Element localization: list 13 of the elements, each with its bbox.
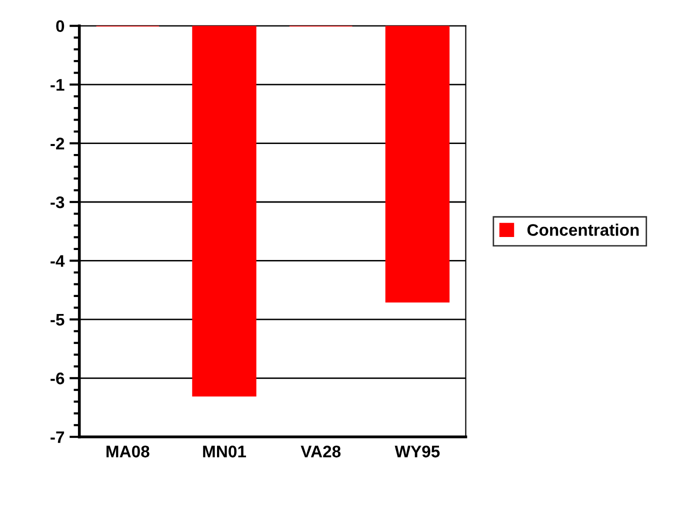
y-tick-label: -4 (50, 255, 65, 267)
x-tick-label: VA28 (300, 446, 341, 458)
x-tick-label: MA08 (106, 446, 150, 458)
y-tick-label: -7 (50, 431, 64, 443)
x-tick-label: MN01 (203, 446, 246, 458)
y-tick-label: -6 (50, 372, 64, 384)
legend-label: Concentration (527, 224, 639, 236)
y-tick-label: -2 (50, 138, 64, 150)
y-tick-label: -5 (50, 314, 64, 326)
x-tick-label: WY95 (394, 446, 440, 458)
y-tick-label: -1 (50, 79, 64, 91)
y-tick-label: -3 (50, 196, 64, 208)
y-tick-label: 0 (56, 20, 64, 32)
